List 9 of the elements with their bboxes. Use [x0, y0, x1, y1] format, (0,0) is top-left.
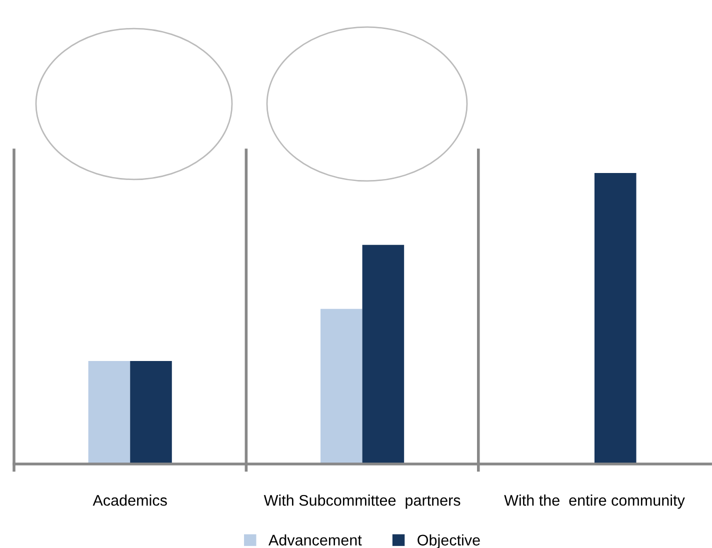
x-tick-label: With Subcommittee partners	[264, 494, 460, 509]
bar	[320, 308, 362, 464]
bar	[362, 244, 404, 464]
bar	[88, 360, 130, 464]
x-tick-label: Academics	[92, 494, 167, 506]
x-tick-label: With the entire community	[504, 494, 685, 509]
legend-label: Advancement	[268, 534, 362, 546]
bar	[130, 360, 172, 464]
bar	[594, 172, 636, 464]
